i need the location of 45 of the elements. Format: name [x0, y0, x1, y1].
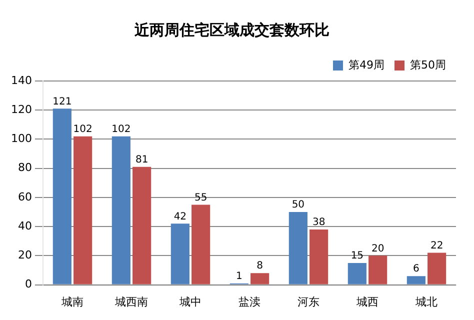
bar — [428, 252, 446, 284]
x-tick-label: 盐渎 — [238, 295, 260, 308]
bar — [170, 224, 190, 284]
y-tick-label: 40 — [18, 219, 32, 232]
x-tick-label: 城西 — [356, 295, 378, 308]
y-tick-label: 0 — [24, 278, 32, 291]
data-label: 20 — [371, 243, 384, 254]
y-tick-label: 80 — [18, 161, 32, 174]
y-tick-label: 140 — [10, 74, 32, 87]
data-label: 8 — [256, 260, 264, 272]
y-tick-label: 100 — [10, 132, 32, 146]
data-label: 102 — [73, 124, 92, 135]
bar — [288, 212, 308, 284]
bar — [406, 276, 426, 284]
legend-label: 第50周 — [410, 58, 446, 72]
x-tick-label: 城中 — [178, 295, 202, 308]
legend-label: 第49周 — [348, 58, 385, 72]
bar — [192, 204, 210, 284]
x-tick-label: 城北 — [414, 295, 438, 308]
data-label: 121 — [52, 96, 72, 108]
data-label: 22 — [430, 240, 444, 252]
x-tick-label: 城南 — [60, 295, 84, 308]
data-label: 38 — [312, 217, 326, 228]
data-label: 55 — [194, 192, 208, 204]
bar — [368, 256, 388, 284]
bar — [74, 136, 92, 284]
bar — [310, 229, 328, 284]
y-tick-label: 120 — [10, 102, 32, 116]
chart-title: 近两周住宅区域成交套数环比 — [134, 20, 330, 39]
x-tick-label: 河东 — [298, 295, 320, 308]
data-label: 50 — [292, 200, 305, 211]
bar — [132, 166, 152, 284]
data-label: 102 — [112, 124, 131, 135]
data-label: 42 — [174, 211, 187, 222]
data-label: 81 — [135, 154, 148, 166]
data-label: 6 — [412, 264, 420, 275]
data-label: 15 — [350, 250, 364, 262]
bar — [348, 262, 366, 284]
bar — [112, 136, 130, 284]
bar — [52, 108, 72, 284]
y-tick-label: 60 — [18, 190, 32, 204]
x-tick-label: 城西南 — [114, 295, 148, 308]
y-tick-label: 20 — [18, 248, 32, 262]
bar — [250, 273, 270, 284]
data-label: 1 — [236, 270, 242, 282]
